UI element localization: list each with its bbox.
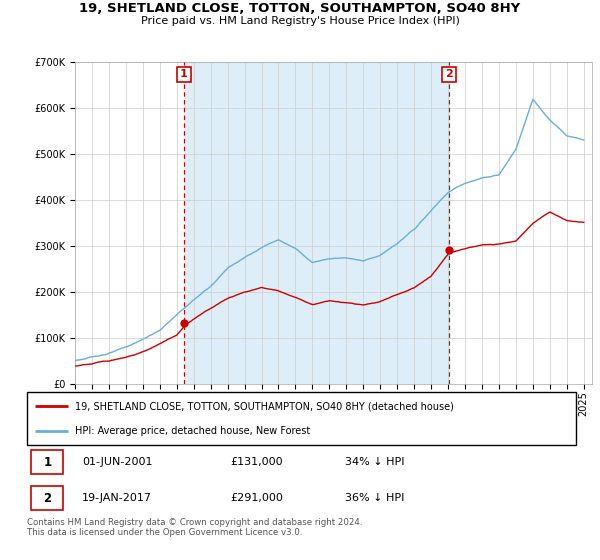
Text: Price paid vs. HM Land Registry's House Price Index (HPI): Price paid vs. HM Land Registry's House … [140, 16, 460, 26]
Text: HPI: Average price, detached house, New Forest: HPI: Average price, detached house, New … [76, 426, 311, 436]
Bar [31, 486, 63, 511]
Text: 19-JAN-2017: 19-JAN-2017 [82, 493, 152, 503]
Text: 01-JUN-2001: 01-JUN-2001 [82, 457, 152, 467]
Text: £131,000: £131,000 [230, 457, 283, 467]
Text: 1: 1 [180, 69, 188, 80]
Text: Contains HM Land Registry data © Crown copyright and database right 2024.
This d: Contains HM Land Registry data © Crown c… [27, 518, 362, 538]
Text: £291,000: £291,000 [230, 493, 283, 503]
Bar [31, 450, 63, 474]
Text: 36% ↓ HPI: 36% ↓ HPI [346, 493, 405, 503]
Text: 1: 1 [43, 456, 52, 469]
Bar [184, 62, 449, 384]
Text: 34% ↓ HPI: 34% ↓ HPI [346, 457, 405, 467]
Text: 19, SHETLAND CLOSE, TOTTON, SOUTHAMPTON, SO40 8HY: 19, SHETLAND CLOSE, TOTTON, SOUTHAMPTON,… [79, 2, 521, 15]
Text: 19, SHETLAND CLOSE, TOTTON, SOUTHAMPTON, SO40 8HY (detached house): 19, SHETLAND CLOSE, TOTTON, SOUTHAMPTON,… [76, 402, 454, 412]
Text: 2: 2 [445, 69, 453, 80]
Text: 2: 2 [43, 492, 52, 505]
